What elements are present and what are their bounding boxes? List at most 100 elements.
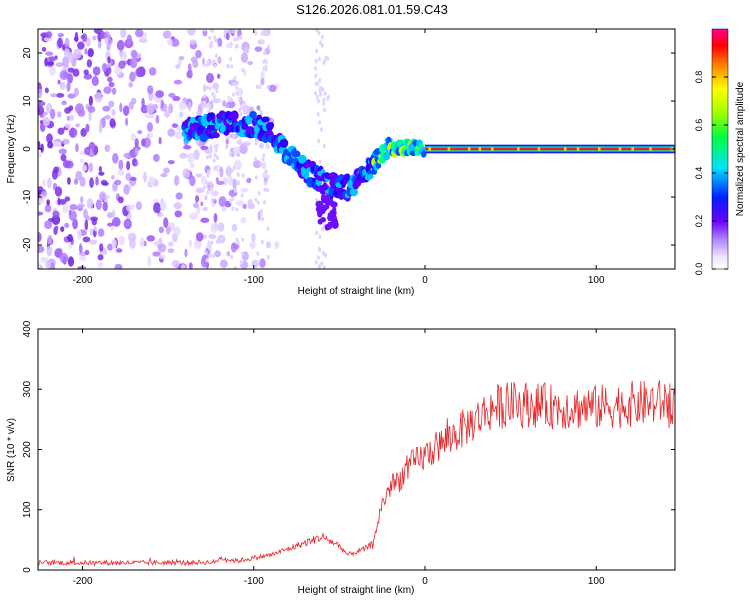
noise-blob <box>204 195 208 201</box>
noise-blob <box>238 107 242 113</box>
signal-blob <box>315 200 324 208</box>
noise-blob <box>232 82 236 87</box>
noise-blob <box>53 141 62 148</box>
noise-blob <box>40 143 44 153</box>
noise-blob <box>247 60 254 66</box>
noise-blob <box>241 141 251 146</box>
signal-blob <box>349 187 359 197</box>
noise-blob <box>108 100 115 108</box>
noise-blob <box>234 44 238 49</box>
noise-blob <box>213 144 217 149</box>
noise-blob <box>80 128 87 137</box>
noise-blob <box>168 241 174 247</box>
noise-blob <box>119 102 123 113</box>
x-tick-label: 100 <box>588 275 605 286</box>
noise-blob <box>111 87 117 95</box>
noise-blob <box>111 175 115 180</box>
noise-blob <box>318 88 322 93</box>
noise-blob <box>175 192 183 200</box>
noise-blob <box>212 95 216 100</box>
noise-blob <box>318 120 322 125</box>
noise-blob <box>97 228 105 237</box>
noise-blob <box>107 212 113 218</box>
noise-blob <box>44 57 48 67</box>
noise-blob <box>250 203 255 210</box>
noise-blob <box>148 176 155 186</box>
x-tick-label: 100 <box>588 576 605 587</box>
noise-blob <box>208 154 212 159</box>
noise-blob <box>232 178 237 190</box>
noise-blob <box>135 201 143 211</box>
noise-blob <box>50 93 57 98</box>
noise-blob <box>42 116 51 127</box>
noise-blob <box>322 265 326 269</box>
noise-blob <box>225 32 230 41</box>
noise-blob <box>168 92 176 98</box>
noise-blob <box>89 177 94 189</box>
noise-blob <box>173 175 180 186</box>
noise-blob <box>165 226 171 235</box>
noise-blob <box>111 109 116 116</box>
noise-blob <box>202 206 208 212</box>
signal-blob <box>269 122 275 129</box>
noise-blob <box>61 100 67 106</box>
carrier-highlight <box>490 147 494 151</box>
noise-blob <box>148 67 157 76</box>
noise-blob <box>263 181 267 186</box>
noise-blob <box>99 243 104 252</box>
noise-blob <box>264 169 268 174</box>
noise-blob <box>56 93 65 98</box>
noise-blob <box>237 97 241 102</box>
noise-blob <box>57 37 63 49</box>
noise-blob <box>39 256 49 263</box>
noise-blob <box>262 161 267 171</box>
noise-blob <box>60 154 67 162</box>
noise-blob <box>251 232 256 243</box>
noise-blob <box>266 254 270 260</box>
noise-blob <box>200 217 210 223</box>
noise-blob <box>203 234 207 239</box>
noise-blob <box>152 251 161 257</box>
noise-blob <box>137 130 143 135</box>
noise-blob <box>129 71 136 82</box>
snr-y-label: SNR (10 * v/v) <box>6 418 17 482</box>
noise-blob <box>239 143 248 155</box>
noise-blob <box>81 164 88 172</box>
noise-blob <box>318 263 322 268</box>
noise-blob <box>209 144 213 149</box>
noise-blob <box>55 62 65 67</box>
noise-blob <box>195 187 205 194</box>
noise-blob <box>315 48 319 53</box>
noise-blob <box>134 147 139 156</box>
noise-blob <box>187 29 196 36</box>
noise-blob <box>126 34 133 45</box>
chart-title: S126.2026.081.01.59.C43 <box>296 2 448 17</box>
noise-blob <box>178 55 185 61</box>
noise-blob <box>115 248 123 253</box>
noise-blob <box>227 29 232 34</box>
noise-blob <box>189 39 197 45</box>
noise-blob <box>318 159 322 164</box>
noise-blob <box>68 210 77 221</box>
noise-blob <box>214 147 218 153</box>
noise-blob <box>107 56 111 64</box>
noise-blob <box>134 138 139 149</box>
noise-blob <box>72 218 78 230</box>
carrier-highlight <box>537 147 541 151</box>
noise-blob <box>274 240 280 250</box>
noise-blob <box>236 180 240 186</box>
noise-blob <box>38 105 45 116</box>
noise-blob <box>314 260 318 265</box>
noise-blob <box>228 198 232 204</box>
noise-blob <box>38 262 42 269</box>
noise-blob <box>93 75 98 86</box>
noise-blob <box>205 103 209 109</box>
noise-blob <box>254 137 258 143</box>
signal-blob <box>230 110 239 121</box>
noise-blob <box>104 37 109 46</box>
signal-blob <box>328 221 335 227</box>
noise-blob <box>210 40 214 46</box>
noise-blob <box>322 60 326 65</box>
noise-blob <box>135 67 144 78</box>
spectrogram-marks <box>38 29 675 269</box>
